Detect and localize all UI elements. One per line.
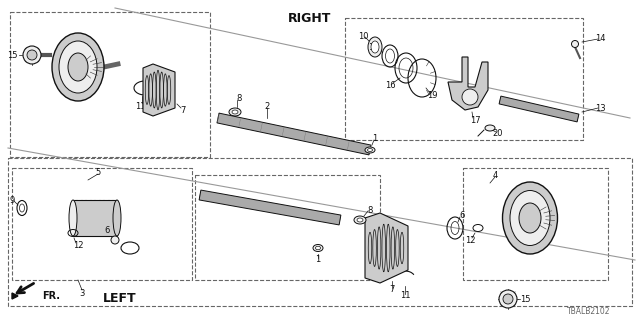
Ellipse shape: [502, 182, 557, 254]
Circle shape: [111, 236, 119, 244]
Ellipse shape: [357, 218, 363, 222]
Text: 6: 6: [460, 211, 465, 220]
Text: 2: 2: [264, 101, 269, 110]
Ellipse shape: [316, 246, 321, 250]
Ellipse shape: [367, 148, 372, 151]
Text: 12: 12: [73, 241, 83, 250]
Text: 9: 9: [10, 196, 15, 204]
Ellipse shape: [113, 200, 121, 236]
Ellipse shape: [69, 200, 77, 236]
Text: TBALB2102: TBALB2102: [566, 308, 610, 316]
Ellipse shape: [519, 203, 541, 233]
Circle shape: [23, 46, 41, 64]
Text: 7: 7: [180, 106, 186, 115]
Text: 16: 16: [385, 81, 396, 90]
Polygon shape: [199, 190, 341, 225]
Polygon shape: [217, 113, 371, 155]
Text: 1: 1: [316, 255, 321, 265]
Circle shape: [27, 50, 37, 60]
Ellipse shape: [365, 147, 375, 153]
Polygon shape: [143, 64, 175, 116]
Text: 17: 17: [470, 116, 480, 124]
Ellipse shape: [313, 244, 323, 252]
Text: LEFT: LEFT: [103, 292, 137, 305]
Ellipse shape: [510, 190, 550, 245]
Text: 7: 7: [389, 285, 395, 294]
Polygon shape: [73, 200, 117, 236]
Polygon shape: [365, 213, 408, 283]
Text: 8: 8: [367, 205, 372, 214]
Text: 8: 8: [236, 93, 242, 102]
Text: 11: 11: [135, 101, 145, 110]
Ellipse shape: [368, 37, 382, 57]
Text: 3: 3: [79, 289, 84, 298]
Text: FR.: FR.: [42, 291, 60, 301]
Text: 6: 6: [104, 226, 109, 235]
Text: 20: 20: [493, 129, 503, 138]
Circle shape: [499, 290, 517, 308]
Text: RIGHT: RIGHT: [288, 12, 332, 25]
Text: 11: 11: [400, 292, 410, 300]
Text: 18: 18: [368, 43, 378, 52]
Circle shape: [572, 41, 579, 47]
Ellipse shape: [59, 41, 97, 93]
Text: 13: 13: [595, 103, 605, 113]
Text: 15: 15: [8, 51, 18, 60]
Circle shape: [503, 294, 513, 304]
Polygon shape: [12, 293, 18, 299]
Text: 15: 15: [520, 294, 531, 303]
Ellipse shape: [229, 108, 241, 116]
Text: 5: 5: [95, 167, 100, 177]
Text: 12: 12: [465, 236, 476, 244]
Text: 4: 4: [492, 171, 498, 180]
Ellipse shape: [232, 110, 238, 114]
Ellipse shape: [354, 216, 366, 224]
Text: 1: 1: [372, 133, 378, 142]
Text: 19: 19: [427, 91, 437, 100]
Polygon shape: [499, 96, 579, 122]
Text: 14: 14: [595, 34, 605, 43]
Ellipse shape: [485, 125, 495, 131]
Text: 10: 10: [358, 31, 368, 41]
Ellipse shape: [52, 33, 104, 101]
Polygon shape: [448, 57, 488, 110]
Ellipse shape: [68, 53, 88, 81]
Ellipse shape: [371, 41, 379, 53]
Circle shape: [462, 89, 478, 105]
